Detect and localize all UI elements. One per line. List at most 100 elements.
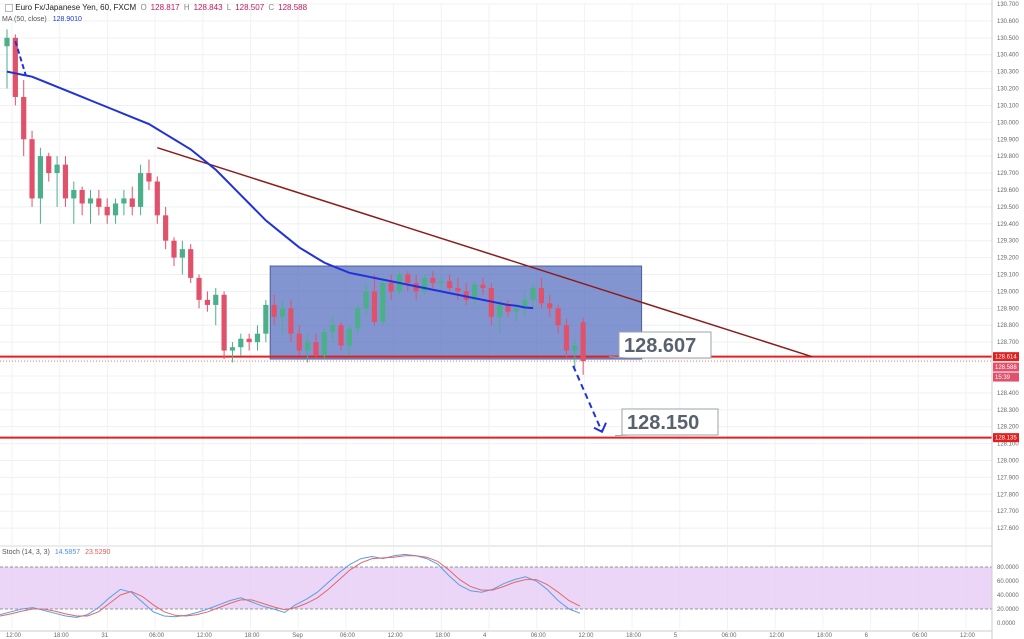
time-tick-label: 18:00	[245, 633, 261, 639]
ma-legend[interactable]: MA (50, close) 128.9010	[2, 16, 82, 23]
price-tick-label: 127.800	[997, 492, 1019, 498]
time-axis[interactable]: 12:00 18:00 31 06:00 12:00 18:00 Sep 06:00 12:00…	[0, 630, 992, 639]
candle-body	[204, 299, 210, 305]
descending-trendline	[157, 146, 813, 358]
candle-body	[213, 294, 219, 305]
moving-average-line	[6, 70, 534, 310]
symbol-title[interactable]: Euro Fx/Japanese Yen, 60, FXCM	[15, 3, 137, 12]
price-tick-label: 129.100	[997, 273, 1019, 279]
price-tick-label: 130.500	[997, 36, 1019, 42]
support-tag-bg	[993, 433, 1019, 443]
lower-callout-pointer	[614, 434, 631, 437]
price-tick-label: 129.000	[997, 289, 1019, 295]
candle-body	[296, 333, 302, 351]
current-tag-bg	[993, 362, 1019, 372]
candle-body	[121, 198, 127, 204]
small-down-arrow	[14, 40, 27, 76]
price-tick-label: 128.000	[997, 458, 1019, 464]
candle-body	[530, 288, 536, 300]
candle-body	[388, 282, 394, 292]
candle-body	[263, 304, 269, 334]
candle-body	[104, 206, 110, 216]
candle-body	[472, 284, 478, 300]
candle-body	[572, 345, 578, 351]
candle-body	[238, 338, 244, 348]
ma-value: 128.9010	[52, 16, 82, 23]
price-tick-label: 128.800	[997, 323, 1019, 329]
stoch-k-value: 14.5857	[54, 549, 81, 556]
candle-body	[555, 308, 561, 326]
time-tick-label: 06:00	[912, 633, 928, 639]
price-tick-label: 128.900	[997, 306, 1019, 312]
price-tags: 128.614 128.588 15:39 128.135	[993, 352, 1019, 443]
candle-body	[154, 181, 160, 216]
price-axis[interactable]: 130.700 130.600 130.500 130.400 130.300 130.2…	[991, 0, 1024, 639]
candle-body	[288, 308, 294, 334]
candle-body	[522, 299, 528, 309]
time-tick-label: 12:00	[388, 633, 404, 639]
stoch-legend[interactable]: Stoch (14, 3, 3) 14.5857 23.5290	[2, 549, 110, 556]
resistance-tag-text: 128.614	[995, 355, 1017, 361]
collapse-icon[interactable]	[5, 3, 13, 12]
stoch-tick-label: 20.0000	[997, 607, 1019, 613]
price-tick-label: 127.600	[997, 526, 1019, 532]
price-tick-label: 129.900	[997, 137, 1019, 143]
candle-body	[363, 291, 369, 309]
axis-background	[992, 0, 1024, 639]
candle-body	[37, 156, 43, 199]
candle-body	[505, 304, 511, 312]
candle-body	[221, 294, 227, 351]
time-tick-label: 5	[674, 633, 678, 639]
time-tick-label: 18:00	[435, 633, 451, 639]
horizontal-levels	[0, 355, 992, 439]
candle-body	[254, 333, 261, 343]
price-tick-label: 128.400	[997, 391, 1019, 397]
price-tick-label: 129.700	[997, 171, 1019, 177]
time-tick-label: 06:00	[340, 633, 356, 639]
candle-body	[138, 173, 144, 207]
stoch-d-value: 23.5290	[85, 549, 111, 556]
price-tick-label: 129.500	[997, 205, 1019, 211]
time-tick-label: 06:00	[149, 633, 165, 639]
candle-body	[62, 164, 69, 199]
support-tag-text: 128.135	[995, 436, 1017, 442]
candle-body	[196, 277, 202, 300]
countdown-tag-text: 15:39	[995, 375, 1011, 381]
candle-body	[446, 281, 453, 289]
candle-body	[480, 284, 486, 289]
time-tick-label: 12:00	[6, 633, 22, 639]
upper-callout-text: 128.607	[624, 335, 696, 357]
projection-arrow-head	[593, 422, 607, 434]
candle-body	[305, 342, 311, 351]
high-value: 128.843	[193, 3, 223, 12]
candle-body	[54, 164, 60, 174]
price-tick-label: 128.700	[997, 340, 1019, 346]
price-tick-label: 130.000	[997, 120, 1019, 126]
current-tag-text: 128.588	[995, 365, 1017, 371]
price-tick-label: 130.700	[997, 2, 1019, 8]
open-label: O	[140, 3, 147, 12]
price-tick-label: 130.100	[997, 103, 1019, 109]
time-tick-label: 6	[865, 633, 869, 639]
stoch-label: Stoch (14, 3, 3)	[2, 549, 50, 556]
candle-body	[87, 198, 94, 204]
price-tick-label: 130.300	[997, 70, 1019, 76]
candle-body	[547, 303, 553, 309]
projection-arrows	[14, 40, 607, 434]
candle-body	[246, 338, 252, 343]
candle-body	[4, 37, 10, 47]
low-value: 128.507	[235, 3, 265, 12]
ma-label: MA (50, close)	[2, 16, 47, 23]
time-tick-label: 06:00	[531, 633, 547, 639]
candle-body	[188, 249, 194, 278]
candle-body	[405, 274, 411, 283]
grid	[0, 3, 992, 629]
candle-body	[21, 96, 27, 140]
candle-body	[171, 240, 177, 258]
upper-callout-pointer	[608, 356, 628, 359]
candle-body	[321, 331, 327, 356]
candle-body	[179, 249, 185, 258]
candle-body	[563, 325, 570, 351]
price-tick-label: 127.700	[997, 509, 1019, 515]
